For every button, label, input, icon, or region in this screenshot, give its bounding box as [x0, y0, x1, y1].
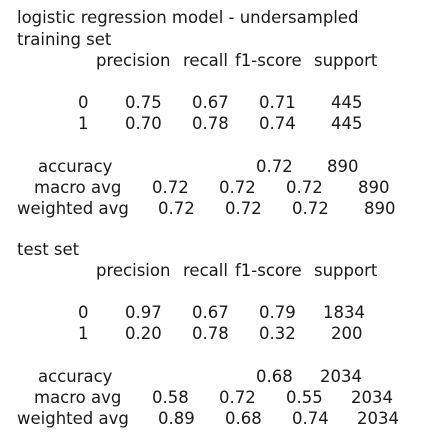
header-recall: recall [183, 261, 228, 280]
macro-avg-f1: 0.55 [286, 388, 323, 407]
weighted-avg-precision: 0.89 [158, 409, 195, 428]
weighted-avg-support: 2034 [357, 409, 399, 428]
accuracy-label: accuracy [38, 157, 113, 176]
section-label: training set [17, 30, 112, 49]
row-f1: 0.74 [259, 114, 296, 133]
row-class-label: 0 [78, 93, 89, 112]
row-support: 1834 [323, 303, 365, 322]
header-support: support [314, 51, 378, 70]
weighted-avg-support: 890 [364, 199, 396, 218]
header-precision: precision [96, 261, 171, 280]
header-precision: precision [96, 51, 171, 70]
weighted-avg-label: weighted avg [17, 199, 129, 218]
weighted-avg-precision: 0.72 [158, 199, 195, 218]
macro-avg-precision: 0.72 [152, 178, 189, 197]
row-support: 445 [331, 93, 363, 112]
weighted-avg-f1: 0.74 [292, 409, 329, 428]
header-support: support [314, 261, 378, 280]
row-precision: 0.20 [125, 324, 162, 343]
row-f1: 0.71 [259, 93, 296, 112]
macro-avg-f1: 0.72 [286, 178, 323, 197]
row-support: 200 [331, 324, 363, 343]
weighted-avg-recall: 0.72 [225, 199, 262, 218]
weighted-avg-f1: 0.72 [292, 199, 329, 218]
weighted-avg-label: weighted avg [17, 409, 129, 428]
accuracy-value: 0.72 [256, 157, 293, 176]
accuracy-label: accuracy [38, 367, 113, 386]
macro-avg-recall: 0.72 [219, 178, 256, 197]
accuracy-support: 890 [327, 157, 359, 176]
macro-avg-label: macro avg [34, 388, 122, 407]
row-precision: 0.70 [125, 114, 162, 133]
header-f1-score: f1-score [235, 51, 302, 70]
macro-avg-recall: 0.72 [219, 388, 256, 407]
row-recall: 0.78 [192, 114, 229, 133]
header-f1-score: f1-score [235, 261, 302, 280]
section-label: test set [17, 240, 80, 259]
row-precision: 0.75 [125, 93, 162, 112]
row-recall: 0.78 [192, 324, 229, 343]
macro-avg-support: 890 [358, 178, 390, 197]
macro-avg-precision: 0.58 [152, 388, 189, 407]
row-class-label: 1 [78, 324, 89, 343]
row-class-label: 1 [78, 114, 89, 133]
row-recall: 0.67 [192, 303, 229, 322]
accuracy-value: 0.68 [256, 367, 293, 386]
row-recall: 0.67 [192, 93, 229, 112]
macro-avg-support: 2034 [351, 388, 393, 407]
report-title: logistic regression model - undersampled [17, 8, 359, 27]
row-class-label: 0 [78, 303, 89, 322]
header-recall: recall [183, 51, 228, 70]
row-support: 445 [331, 114, 363, 133]
weighted-avg-recall: 0.68 [225, 409, 262, 428]
row-f1: 0.79 [259, 303, 296, 322]
macro-avg-label: macro avg [34, 178, 122, 197]
row-f1: 0.32 [259, 324, 296, 343]
accuracy-support: 2034 [320, 367, 362, 386]
row-precision: 0.97 [125, 303, 162, 322]
